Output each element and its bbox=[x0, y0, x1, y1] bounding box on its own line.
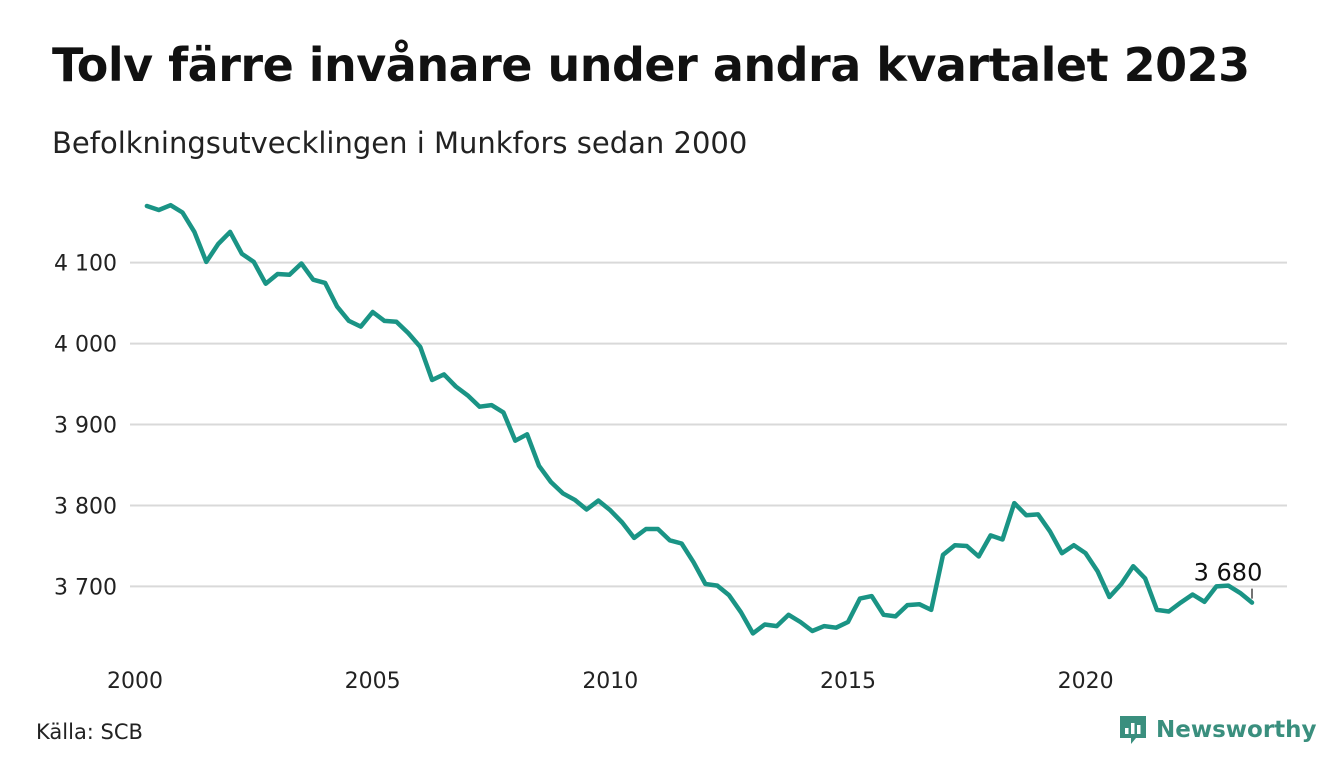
brand-name: Newsworthy bbox=[1156, 717, 1317, 743]
y-tick-label: 3 900 bbox=[54, 414, 117, 439]
annotation-layer: 3 680 bbox=[1194, 559, 1263, 599]
x-tick-label: 2010 bbox=[582, 669, 638, 694]
x-axis-ticks: 2000 2005 2010 2015 2020 bbox=[107, 669, 1114, 694]
source-note: Källa: SCB bbox=[36, 720, 143, 744]
chart-subtitle: Befolkningsutvecklingen i Munkfors sedan… bbox=[52, 126, 748, 160]
y-tick-label: 3 700 bbox=[54, 575, 117, 600]
x-tick-label: 2005 bbox=[345, 669, 401, 694]
series-line-layer bbox=[144, 202, 1255, 636]
x-tick-label: 2015 bbox=[820, 669, 876, 694]
y-tick-label: 3 800 bbox=[54, 494, 117, 519]
y-axis-ticks: 3 700 3 800 3 900 4 000 4 100 bbox=[54, 252, 117, 601]
y-tick-label: 4 100 bbox=[54, 252, 117, 277]
x-tick-label: 2000 bbox=[107, 669, 163, 694]
x-tick-label: 2020 bbox=[1058, 669, 1114, 694]
gridlines bbox=[130, 261, 1287, 588]
chart-title: Tolv färre invånare under andra kvartale… bbox=[52, 38, 1250, 92]
annotation-label: 3 680 bbox=[1194, 559, 1263, 587]
series-line bbox=[144, 202, 1255, 636]
newsworthy-logo-icon bbox=[1120, 716, 1146, 744]
brand-logo[interactable]: Newsworthy bbox=[1118, 714, 1317, 746]
y-tick-label: 4 000 bbox=[54, 333, 117, 358]
